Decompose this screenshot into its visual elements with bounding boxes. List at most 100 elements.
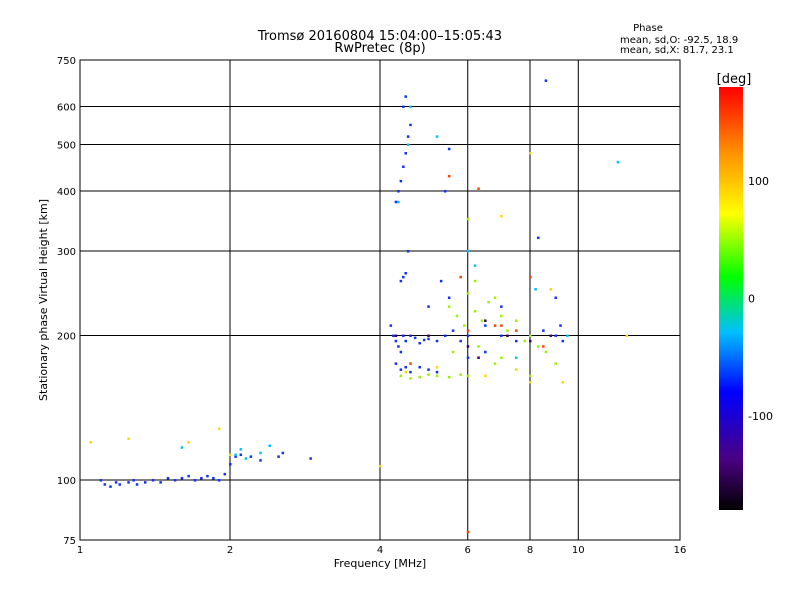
data-point [406,143,410,147]
data-point [402,334,405,338]
data-point [109,485,112,488]
data-points [89,79,629,534]
data-point [625,334,629,338]
data-point [506,329,509,332]
data-point [529,374,532,378]
data-point [418,375,421,379]
x-axis-label: Frequency [MHz] [334,557,426,570]
data-point [506,334,509,338]
chart-subtitle: RwPretec (8p) [334,41,425,56]
data-point [397,190,400,193]
data-point [166,476,170,480]
data-point [409,105,412,109]
data-point [542,329,545,332]
data-point [534,288,537,291]
data-point [493,324,497,327]
data-point [229,462,232,466]
data-point [394,339,398,343]
data-point [409,377,412,380]
data-point [217,479,221,482]
data-point [515,356,518,359]
data-point [399,368,403,371]
colorbar-tick-label: 100 [748,175,769,188]
data-point [418,341,421,345]
data-point [234,453,237,457]
data-point [561,339,565,343]
data-point [127,481,130,484]
data-point [427,368,430,371]
data-point [455,314,459,318]
data-point [477,345,480,348]
data-point [500,334,503,338]
data-point [180,446,184,449]
data-point [477,356,480,359]
data-point [244,457,248,460]
data-point [422,338,426,342]
data-point [151,479,155,482]
y-axis-label: Stationary phase Virtual Height [km] [37,199,50,401]
data-point [447,296,451,300]
data-point [559,324,562,327]
data-point [402,105,405,109]
data-point [439,279,443,283]
data-point [529,334,532,338]
data-point [397,200,400,204]
data-point [404,339,407,343]
data-point [249,455,253,458]
data-point [409,370,412,374]
data-point [404,95,407,98]
data-point [277,455,280,458]
data-point [159,481,162,484]
data-point [435,370,439,374]
data-point [566,334,569,338]
y-tick-label: 750 [57,56,76,67]
data-point [466,356,470,359]
data-point [484,350,487,354]
data-point [397,345,400,348]
data-point [118,483,121,486]
data-point [466,329,470,332]
data-point [234,455,237,458]
data-point [447,147,451,151]
data-point [193,479,197,482]
data-point [268,444,271,448]
data-point [173,479,177,482]
data-point [392,334,395,338]
data-point [480,319,484,322]
data-point [435,339,439,343]
data-point [447,375,451,379]
y-tick-label: 400 [57,187,76,198]
data-point [466,374,470,378]
data-point [515,319,518,322]
chart-title: Tromsø 20160804 15:04:00–15:05:43 [257,29,502,44]
data-point [443,334,447,338]
data-point [466,217,470,221]
data-point [229,453,232,457]
data-point [477,187,480,190]
x-tick-label: 16 [674,545,687,556]
data-point [473,309,477,313]
data-point [549,288,553,291]
data-point [281,451,285,455]
x-tick-label: 1 [77,545,83,556]
data-point [484,374,487,378]
data-point [523,339,527,343]
data-point [239,448,243,451]
data-point [404,271,407,275]
data-point [544,350,548,354]
data-point [466,530,470,534]
data-point [484,324,487,327]
data-point [135,483,139,486]
data-point [493,362,497,365]
data-point [404,370,407,374]
data-point [473,279,477,283]
grid-lines [80,60,680,540]
data-point [200,476,203,480]
data-point [427,337,430,341]
axis-ticks: 1 2 4 6 8 10 16 75 100 200 300 400 500 600 750 [57,56,686,556]
stats-line-x: mean, sd,X: 81.7, 23.1 [620,45,734,56]
data-point [435,374,439,378]
data-point [406,135,410,138]
x-tick-label: 10 [572,545,585,556]
